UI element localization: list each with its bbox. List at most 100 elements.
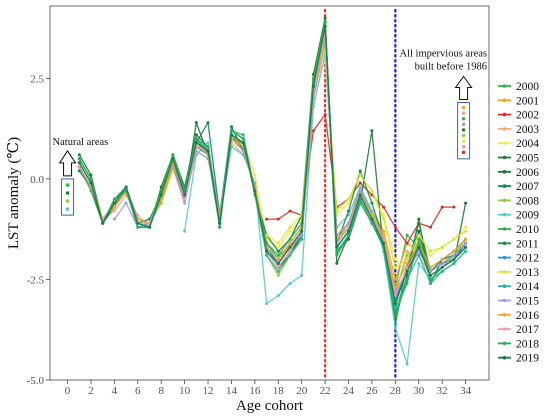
data-point (300, 273, 304, 277)
data-point (464, 201, 468, 205)
data-point (183, 201, 187, 205)
data-point (370, 213, 374, 217)
data-point (218, 221, 222, 225)
data-point (206, 141, 210, 145)
data-point (347, 229, 350, 233)
x-tick-label: 14 (226, 385, 238, 397)
data-point (206, 121, 210, 125)
data-point (417, 261, 421, 265)
data-point (311, 84, 315, 88)
data-point (112, 217, 116, 221)
legend-swatch-dot (502, 284, 507, 289)
data-point (358, 169, 362, 173)
data-point (417, 241, 421, 245)
data-point (393, 286, 397, 289)
data-point (253, 189, 257, 193)
data-point (265, 249, 269, 253)
data-point (276, 217, 280, 221)
data-point (77, 165, 81, 169)
data-point (77, 157, 81, 161)
data-point (194, 141, 198, 145)
data-point (265, 217, 269, 221)
data-point (464, 237, 468, 241)
x-tick-label: 8 (158, 385, 164, 397)
series-line-2016 (78, 29, 467, 289)
legend-label: 2003 (516, 124, 539, 136)
x-tick-label: 0 (65, 385, 71, 397)
legend-label: 2010 (516, 224, 539, 236)
series-line-2013 (266, 49, 466, 269)
x-tick-label: 10 (179, 385, 191, 397)
data-point (276, 241, 280, 245)
legend-item-2008: 2008 (498, 195, 539, 207)
data-point (452, 237, 456, 241)
data-point (323, 16, 327, 20)
data-point (323, 20, 327, 24)
data-point (194, 137, 198, 141)
data-point (183, 229, 187, 233)
box-dot (461, 133, 466, 138)
data-point (440, 257, 444, 261)
data-point (101, 221, 105, 225)
data-point (417, 221, 421, 225)
data-point (89, 181, 93, 185)
data-point (405, 269, 409, 273)
data-point (288, 249, 292, 253)
data-point (89, 177, 93, 181)
legend-label: 2014 (516, 281, 539, 293)
data-point (288, 229, 292, 233)
box-dot (461, 105, 466, 110)
x-tick-label: 20 (296, 385, 308, 397)
box-dot (65, 207, 70, 211)
legend-swatch-dot (502, 313, 507, 317)
data-point (335, 261, 339, 265)
data-point (464, 229, 468, 233)
x-tick-label: 28 (390, 385, 402, 397)
legend-swatch-dot (502, 112, 507, 117)
data-point (382, 217, 386, 221)
data-point (464, 245, 468, 249)
box-dot (461, 111, 466, 115)
data-point (452, 205, 456, 209)
data-point (370, 209, 374, 213)
data-point (382, 233, 386, 237)
legend-item-2019: 2019 (498, 353, 539, 365)
data-point (276, 245, 280, 249)
data-point (241, 137, 245, 141)
data-point (276, 294, 280, 297)
data-point (347, 197, 350, 201)
data-point (276, 269, 280, 273)
data-point (382, 205, 386, 209)
data-point (358, 193, 362, 197)
up-arrow-icon (58, 150, 77, 177)
legend-label: 2005 (516, 153, 539, 165)
legend-item-2001: 2001 (498, 95, 539, 107)
data-point (276, 253, 280, 257)
data-point (276, 249, 280, 253)
legend-swatch-dot (502, 184, 507, 188)
legend-item-2003: 2003 (498, 124, 539, 136)
data-point (417, 237, 421, 241)
series-2002 (265, 113, 456, 245)
legend-item-2010: 2010 (498, 224, 539, 236)
x-tick-label: 24 (343, 385, 355, 397)
legend-item-2015: 2015 (498, 296, 539, 308)
legend-label: 2018 (516, 338, 539, 350)
data-point (148, 225, 151, 229)
x-tick-label: 4 (112, 385, 118, 397)
legend-swatch-dot (502, 270, 507, 274)
data-point (358, 185, 362, 189)
data-point (464, 241, 468, 245)
data-point (405, 265, 409, 269)
legend-item-2004: 2004 (498, 138, 539, 150)
data-point (440, 269, 444, 273)
data-point (405, 249, 409, 253)
box-dot (65, 199, 70, 203)
legend-swatch-dot (502, 141, 507, 145)
impervious-areas-box (457, 102, 471, 160)
data-point (288, 253, 292, 257)
legend-item-2012: 2012 (498, 253, 539, 265)
data-point (288, 225, 292, 229)
data-point (440, 205, 444, 209)
